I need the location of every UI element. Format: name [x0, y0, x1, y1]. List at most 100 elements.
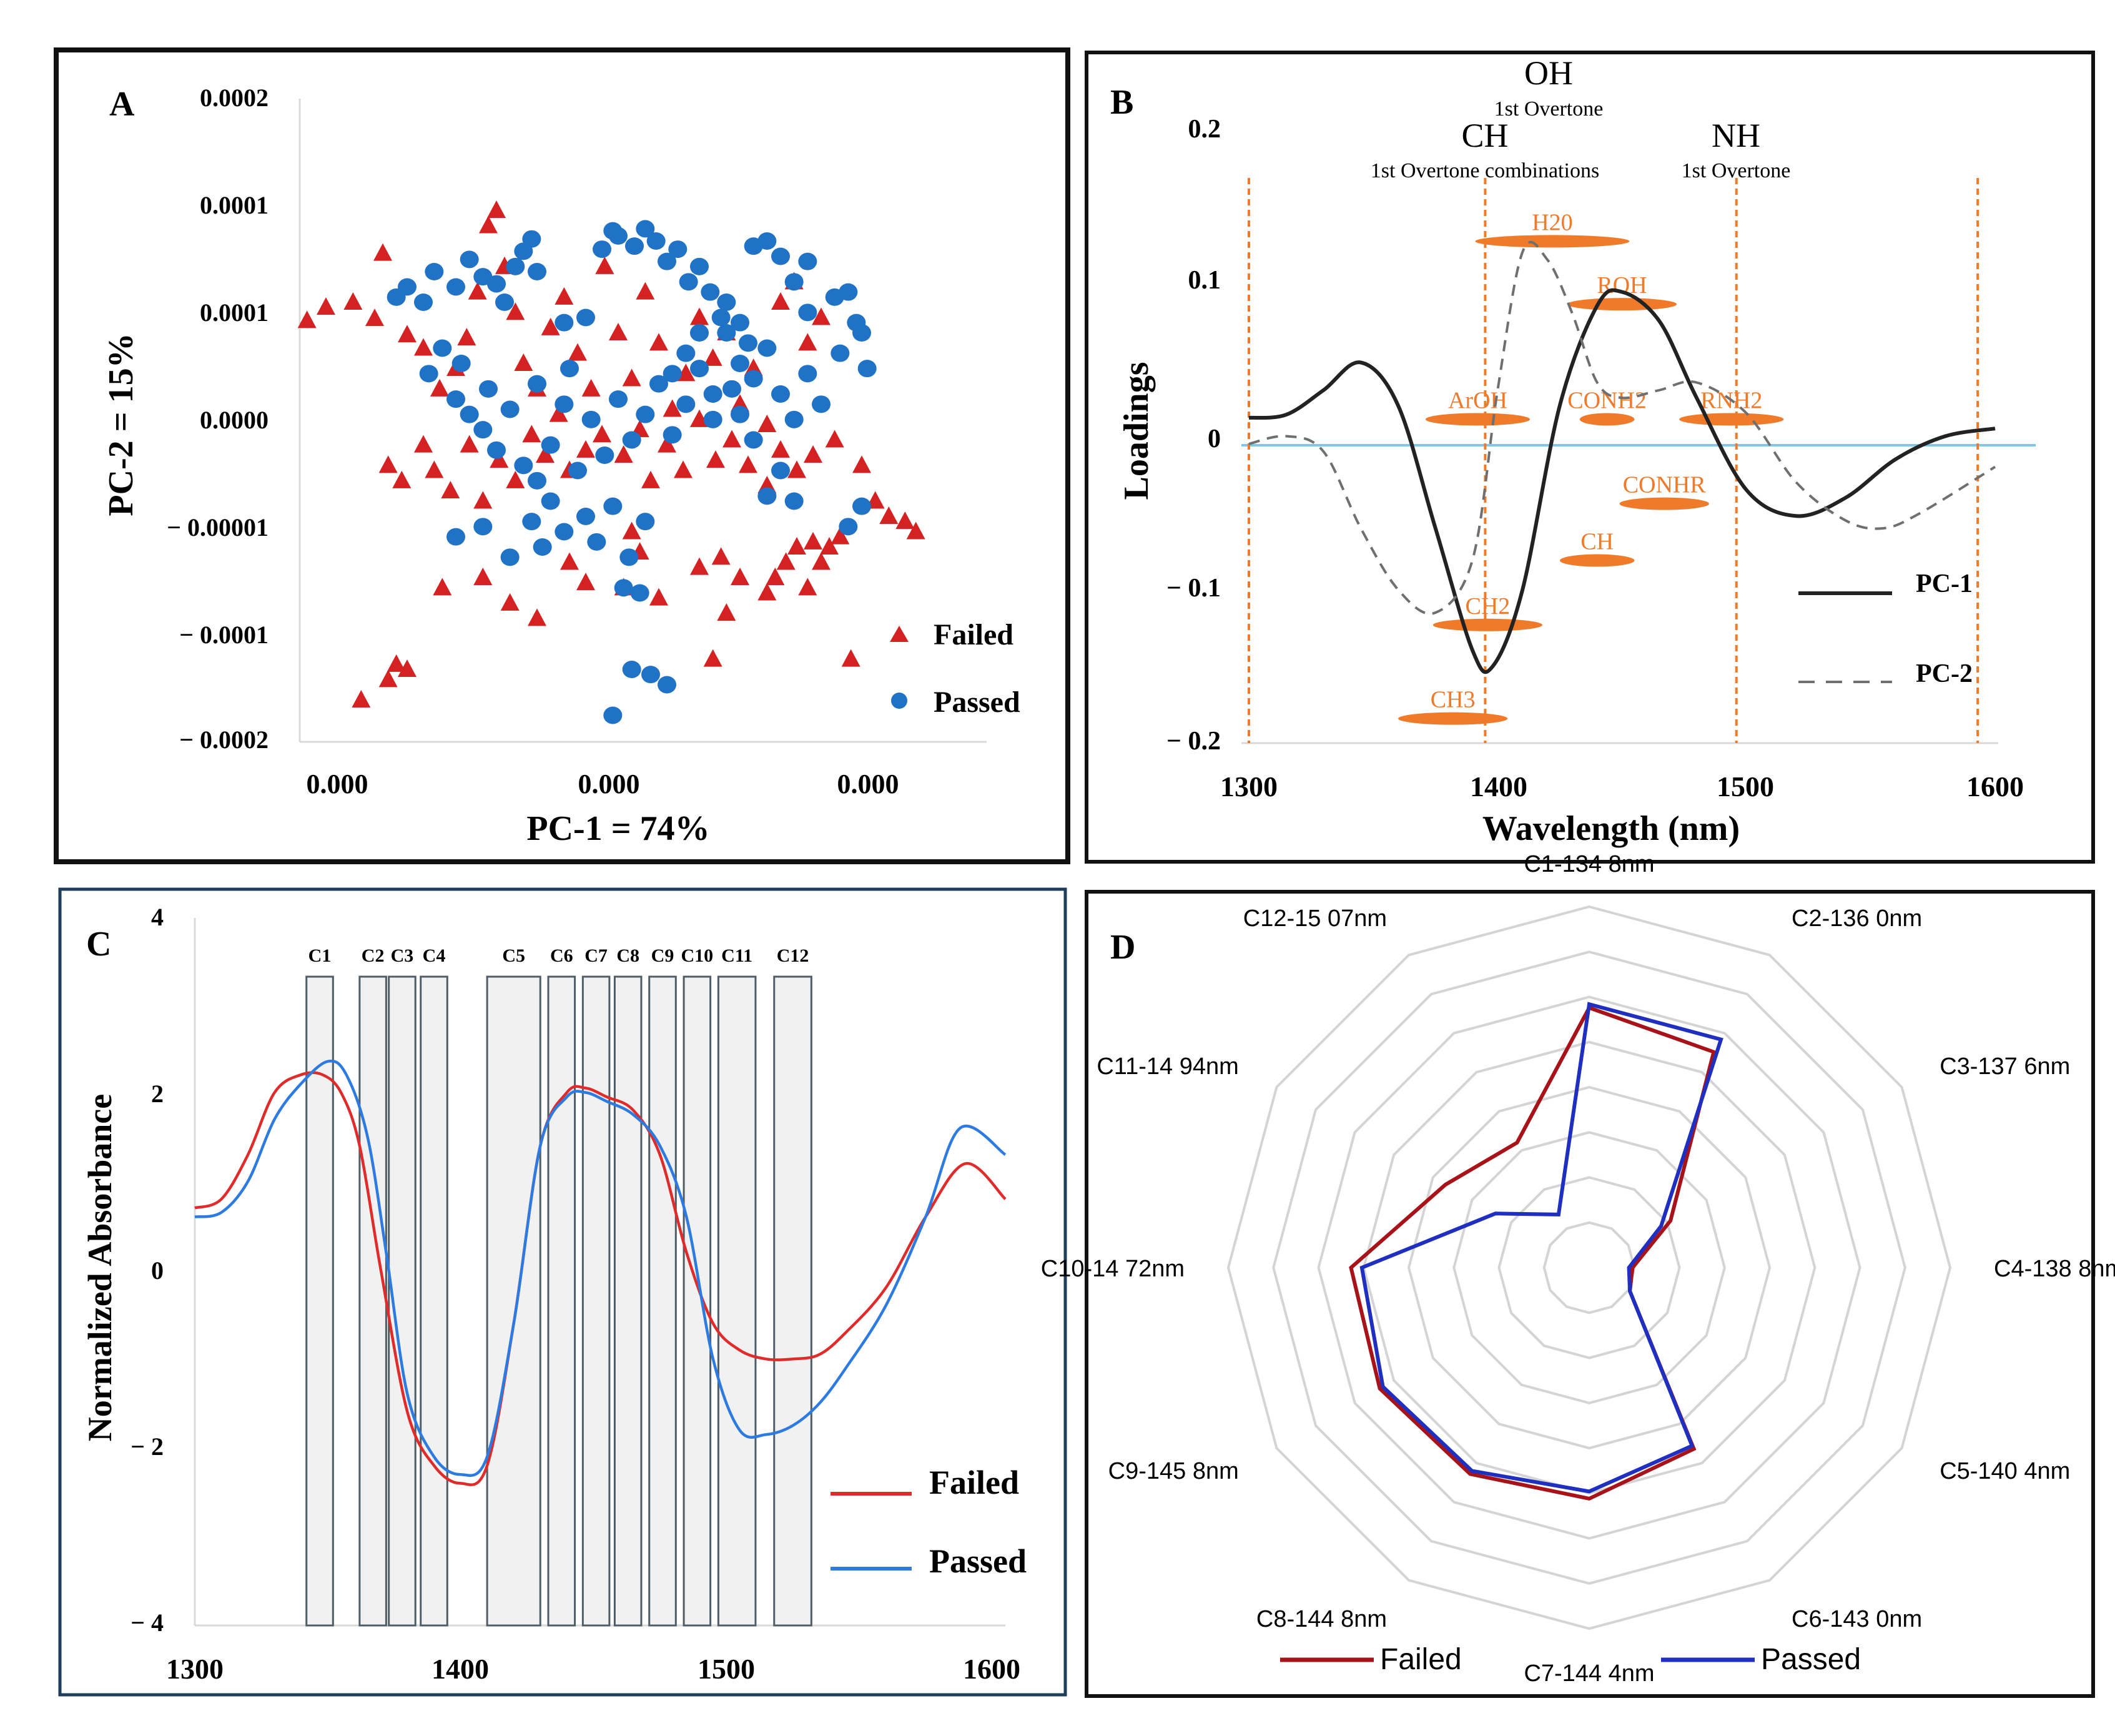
- panel-a-legend-failed-marker: [890, 626, 909, 642]
- panel-b-band: [1398, 712, 1508, 725]
- panel-c-y-tick: − 2: [131, 1433, 164, 1461]
- failed-point: [690, 307, 709, 325]
- failed-point: [414, 338, 433, 356]
- failed-point: [581, 378, 601, 397]
- passed-point: [522, 230, 541, 248]
- failed-point: [522, 425, 541, 443]
- panel-a-label: A: [109, 85, 135, 124]
- panel-b-band: [1432, 618, 1543, 631]
- panel-b-x-label: Wavelength (nm): [1482, 809, 1740, 848]
- panel-b-vertical-lines: [1248, 178, 1979, 743]
- passed-point: [771, 461, 790, 480]
- panel-c-channel-label: C6: [550, 945, 573, 966]
- passed-point: [495, 293, 514, 311]
- panel-b-band: [1425, 413, 1531, 426]
- failed-point: [352, 690, 371, 708]
- panel-c-y-tick: 4: [151, 903, 164, 931]
- passed-point: [500, 548, 520, 566]
- failed-point: [441, 481, 460, 499]
- passed-point: [414, 293, 433, 311]
- panel-d-axis-label: C12-15 07nm: [1243, 905, 1387, 932]
- passed-point: [555, 523, 574, 541]
- failed-point: [703, 348, 722, 366]
- passed-point: [857, 360, 877, 378]
- panel-a-legend-passed-marker: [891, 693, 907, 709]
- failed-point: [731, 568, 749, 585]
- passed-point: [658, 252, 676, 270]
- passed-point: [798, 252, 817, 270]
- passed-point: [703, 385, 722, 403]
- failed-point: [479, 215, 498, 234]
- panel-c-channels: C1 C2 C3 C4 C5 C6 C7 C8 C9 C10 C11 C12: [305, 945, 812, 1627]
- passed-point: [731, 355, 749, 372]
- passed-point: [522, 513, 541, 531]
- passed-point: [528, 263, 546, 280]
- passed-point: [630, 584, 649, 602]
- panel-c-legend-failed: Failed: [929, 1464, 1019, 1501]
- panel-a-y-tick: 0.0001: [200, 191, 269, 219]
- failed-point: [895, 511, 915, 530]
- panel-c-channel-box: [547, 975, 576, 1627]
- panel-c-channel-label: C12: [777, 945, 809, 966]
- passed-point: [446, 390, 465, 408]
- passed-point: [690, 257, 709, 275]
- failed-point: [460, 435, 479, 453]
- panel-c-channel-label: C2: [362, 945, 385, 966]
- panel-c-channel-box: [305, 975, 334, 1627]
- passed-point: [771, 247, 790, 265]
- panel-b-top-ch-sub: 1st Overtone combinations: [1371, 159, 1599, 182]
- passed-point: [609, 227, 628, 245]
- panel-c-legend-passed: Passed: [929, 1542, 1027, 1580]
- failed-point: [798, 333, 817, 351]
- panel-c-channel-label: C10: [681, 945, 713, 966]
- failed-point: [425, 460, 444, 478]
- passed-point: [451, 355, 471, 372]
- passed-point: [744, 431, 763, 449]
- panel-b-series-pc-2: [1248, 240, 1996, 615]
- passed-point: [636, 220, 655, 238]
- passed-point: [663, 426, 682, 444]
- panel-b-band-label: CONH2: [1567, 387, 1647, 413]
- passed-point: [831, 344, 850, 362]
- failed-point: [487, 200, 506, 218]
- passed-point: [757, 487, 777, 505]
- passed-point: [690, 324, 709, 342]
- panel-b-band: [1559, 554, 1635, 567]
- panel-c-y-label: Normalized Absorbance: [81, 1094, 119, 1441]
- passed-point: [460, 405, 479, 423]
- passed-point: [500, 400, 520, 418]
- failed-point: [757, 583, 777, 601]
- panel-c-channel-box: [717, 975, 757, 1627]
- failed-point: [636, 282, 655, 300]
- panel-b-band-label: CH: [1580, 529, 1614, 555]
- failed-point: [490, 450, 509, 468]
- failed-point: [387, 654, 406, 672]
- panel-d-label: D: [1110, 928, 1135, 967]
- panel-b-x-tick: 1300: [1220, 771, 1278, 802]
- failed-point: [506, 470, 525, 488]
- panel-d-axis-label: C1-134 8nm: [1524, 851, 1654, 877]
- passed-point: [676, 344, 696, 362]
- passed-point: [487, 441, 506, 459]
- panel-c-channel-box: [420, 975, 448, 1627]
- failed-point: [804, 445, 822, 463]
- panel-d-frame: [1085, 890, 2095, 1698]
- failed-point: [555, 287, 574, 305]
- panel-a-y-ticks: 0.0002 0.0001 0.0001 0.0000 − 0.00001 − …: [167, 84, 269, 754]
- failed-point: [703, 649, 722, 667]
- failed-point: [906, 521, 925, 540]
- passed-point: [784, 492, 804, 510]
- failed-point: [609, 323, 628, 340]
- passed-point: [568, 461, 587, 480]
- failed-point: [841, 649, 860, 667]
- panel-b-band: [1679, 413, 1784, 426]
- passed-point: [555, 313, 574, 332]
- failed-point: [576, 573, 595, 591]
- passed-point: [619, 548, 639, 566]
- failed-point: [622, 368, 641, 387]
- failed-point: [787, 460, 806, 478]
- panel-c-channel-label: C11: [721, 945, 752, 966]
- passed-point: [614, 579, 633, 597]
- failed-point: [568, 343, 587, 361]
- passed-point: [541, 436, 560, 454]
